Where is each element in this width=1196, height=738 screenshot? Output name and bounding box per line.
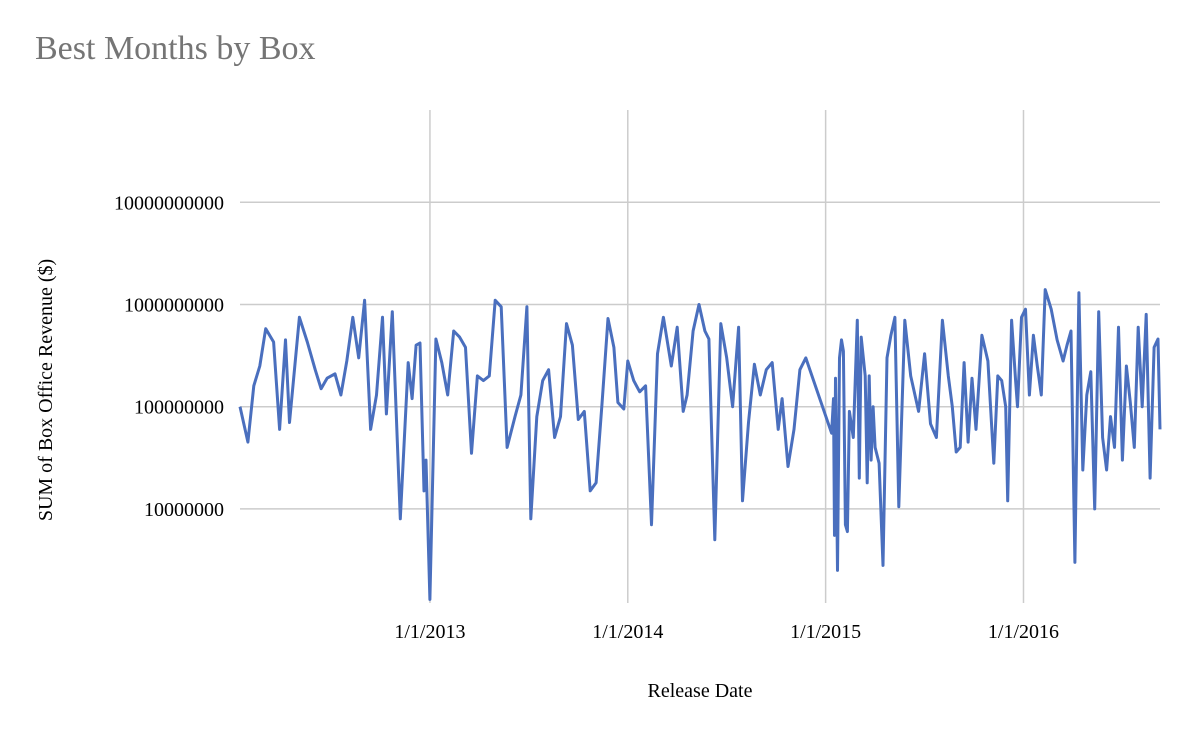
x-axis-title: Release Date — [648, 680, 753, 702]
y-axis-tick-labels: 10000000 100000000 1000000000 10000000000 — [114, 192, 224, 521]
y-tick-label: 10000000000 — [114, 192, 224, 214]
chart-title: Best Months by Box — [35, 30, 316, 67]
horizontal-gridlines — [240, 201, 1160, 510]
x-tick-label: 1/1/2013 — [394, 621, 465, 643]
y-tick-label: 100000000 — [134, 397, 224, 419]
y-tick-label: 1000000000 — [124, 294, 224, 316]
x-tick-label: 1/1/2015 — [790, 621, 861, 643]
x-tick-label: 1/1/2016 — [988, 621, 1059, 643]
y-tick-label: 10000000 — [144, 499, 224, 521]
vertical-gridlines — [429, 110, 1025, 603]
y-axis-title: SUM of Box Office Revenue ($) — [35, 259, 57, 521]
x-tick-label: 1/1/2014 — [592, 621, 663, 643]
revenue-series-line — [238, 288, 1162, 601]
x-axis-tick-labels: 1/1/2013 1/1/2014 1/1/2015 1/1/2016 — [394, 621, 1059, 643]
